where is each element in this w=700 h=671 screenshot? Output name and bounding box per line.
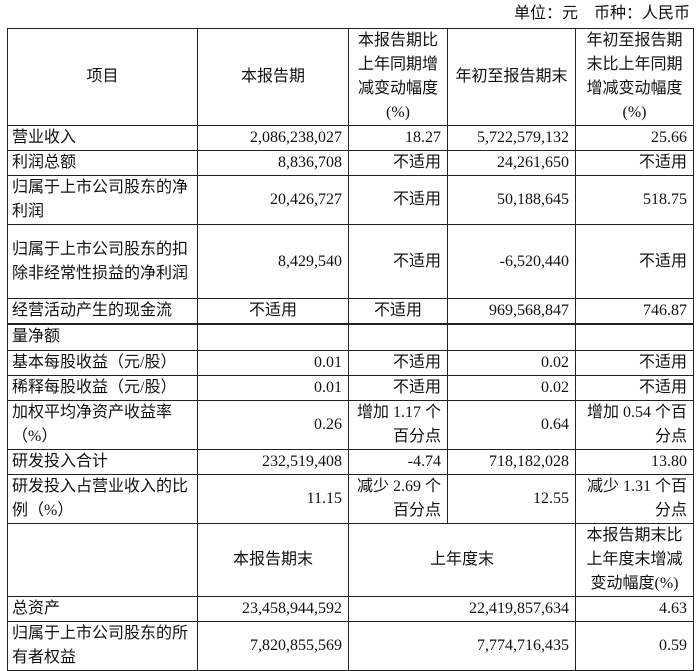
header-ytd: 年初至报告期末 (447, 28, 576, 126)
cell-ytd-change: 不适用 (575, 150, 694, 176)
header-current-change: 本报告期比上年同期增减变动幅度(%) (348, 28, 448, 126)
cell-current-period: 0.01 (197, 374, 349, 401)
cell-current-change: 不适用 (348, 298, 448, 325)
header2-item (7, 522, 198, 597)
cell-ytd-change: 不适用 (575, 374, 694, 401)
cell-current-change: 18.27 (348, 125, 448, 151)
row-item-label: 稀释每股收益（元/股） (7, 374, 198, 401)
cell-ytd-change: 不适用 (575, 349, 694, 376)
cell-ytd-change: 减少 1.31 个百分点 (575, 473, 694, 524)
header2-last-year-end: 上年度末 (348, 522, 576, 597)
header-ytd-change: 年初至报告期末比上年同期增减变动幅度(%) (575, 28, 694, 126)
table-row: 经营活动产生的现金流 不适用 不适用 969,568,847 746.87 (7, 298, 694, 325)
row-item-label: 量净额 (7, 323, 198, 351)
cell-ytd: 0.02 (447, 374, 576, 401)
cell-change: 0.59 (575, 620, 694, 671)
cell-last-year-end: 22,419,857,634 (348, 595, 576, 622)
table-row: 研发投入占营业收入的比例（%） 11.15 减少 2.69 个百分点 12.55 减少 … (7, 473, 694, 524)
cell-current-period: 11.15 (197, 473, 349, 524)
header-item: 项目 (7, 28, 198, 126)
header2-change: 本报告期末比上年度末增减变动幅度(%) (575, 522, 694, 597)
table-header-row-2: 本报告期末 上年度末 本报告期末比上年度末增减变动幅度(%) (7, 522, 694, 597)
cell-current-change: -4.74 (348, 448, 448, 475)
cell-ytd: 5,722,579,132 (447, 125, 576, 151)
cell-current-period (197, 323, 349, 351)
row-item-label: 利润总额 (7, 150, 198, 176)
cell-current-change (348, 323, 448, 351)
row-item-label: 研发投入占营业收入的比例（%） (7, 473, 198, 524)
cell-current-change: 不适用 (348, 224, 448, 299)
cell-ytd: 969,568,847 (447, 298, 576, 325)
cell-ytd-change: 13.80 (575, 448, 694, 475)
cell-current-change: 不适用 (348, 150, 448, 176)
financial-data-table: 项目 本报告期 本报告期比上年同期增减变动幅度(%) 年初至报告期末 年初至报告… (7, 28, 694, 671)
table-row: 基本每股收益（元/股） 0.01 不适用 0.02 不适用 (7, 349, 694, 376)
cell-current-change: 不适用 (348, 349, 448, 376)
cell-ytd: 718,182,028 (447, 448, 576, 475)
cell-current-change: 不适用 (348, 175, 448, 225)
table-row: 归属于上市公司股东的所有者权益 7,820,855,569 7,774,716,43… (7, 620, 694, 671)
cell-ytd: -6,520,440 (447, 224, 576, 299)
cell-current-change: 不适用 (348, 374, 448, 401)
row-item-label: 总资产 (7, 595, 198, 622)
cell-current-period: 不适用 (197, 298, 349, 325)
cell-ytd-change: 746.87 (575, 298, 694, 325)
cell-ytd: 24,261,650 (447, 150, 576, 176)
cell-current-change: 减少 2.69 个百分点 (348, 473, 448, 524)
table-header-row: 项目 本报告期 本报告期比上年同期增减变动幅度(%) 年初至报告期末 年初至报告… (7, 28, 694, 126)
table-row: 研发投入合计 232,519,408 -4.74 718,182,028 13.80 (7, 448, 694, 475)
cell-current-period: 232,519,408 (197, 448, 349, 475)
cell-ytd-change: 增加 0.54 个百分点 (575, 399, 694, 450)
cell-ytd-change: 25.66 (575, 125, 694, 151)
row-item-label: 经营活动产生的现金流 (7, 298, 198, 325)
cell-current-change: 增加 1.17 个百分点 (348, 399, 448, 450)
row-item-label: 归属于上市公司股东的扣除非经常性损益的净利润 (7, 224, 198, 299)
row-item-label: 归属于上市公司股东的净利润 (7, 175, 198, 225)
row-item-label: 营业收入 (7, 125, 198, 151)
table-row: 量净额 (7, 323, 694, 351)
table-row: 归属于上市公司股东的扣除非经常性损益的净利润 8,429,540 不适用 -6,520… (7, 224, 694, 299)
cell-current-period: 0.26 (197, 399, 349, 450)
cell-current-period: 0.01 (197, 349, 349, 376)
row-item-label: 加权平均净资产收益率（%） (7, 399, 198, 450)
table-row: 归属于上市公司股东的净利润 20,426,727 不适用 50,188,645 518.… (7, 175, 694, 225)
cell-change: 4.63 (575, 595, 694, 622)
row-item-label: 归属于上市公司股东的所有者权益 (7, 620, 198, 671)
cell-ytd (447, 323, 576, 351)
cell-ytd-change: 518.75 (575, 175, 694, 225)
cell-ytd: 12.55 (447, 473, 576, 524)
header-current-period: 本报告期 (197, 28, 349, 126)
table-row: 利润总额 8,836,708 不适用 24,261,650 不适用 (7, 150, 694, 176)
cell-period-end: 23,458,944,592 (197, 595, 349, 622)
unit-currency-note: 单位：元 币种：人民币 (513, 5, 690, 22)
cell-ytd-change: 不适用 (575, 224, 694, 299)
cell-period-end: 7,820,855,569 (197, 620, 349, 671)
cell-ytd-change (575, 323, 694, 351)
cell-current-period: 2,086,238,027 (197, 125, 349, 151)
table-row: 营业收入 2,086,238,027 18.27 5,722,579,132 25.66 (7, 125, 694, 151)
cell-current-period: 20,426,727 (197, 175, 349, 225)
row-item-label: 研发投入合计 (7, 448, 198, 475)
table-row: 加权平均净资产收益率（%） 0.26 增加 1.17 个百分点 0.64 增加 0.54… (7, 399, 694, 450)
row-item-label: 基本每股收益（元/股） (7, 349, 198, 376)
table-row: 总资产 23,458,944,592 22,419,857,634 4.63 (7, 595, 694, 622)
cell-ytd: 0.02 (447, 349, 576, 376)
cell-ytd: 50,188,645 (447, 175, 576, 225)
cell-ytd: 0.64 (447, 399, 576, 450)
table-row: 稀释每股收益（元/股） 0.01 不适用 0.02 不适用 (7, 374, 694, 401)
cell-current-period: 8,429,540 (197, 224, 349, 299)
cell-current-period: 8,836,708 (197, 150, 349, 176)
header2-period-end: 本报告期末 (197, 522, 349, 597)
cell-last-year-end: 7,774,716,435 (348, 620, 576, 671)
